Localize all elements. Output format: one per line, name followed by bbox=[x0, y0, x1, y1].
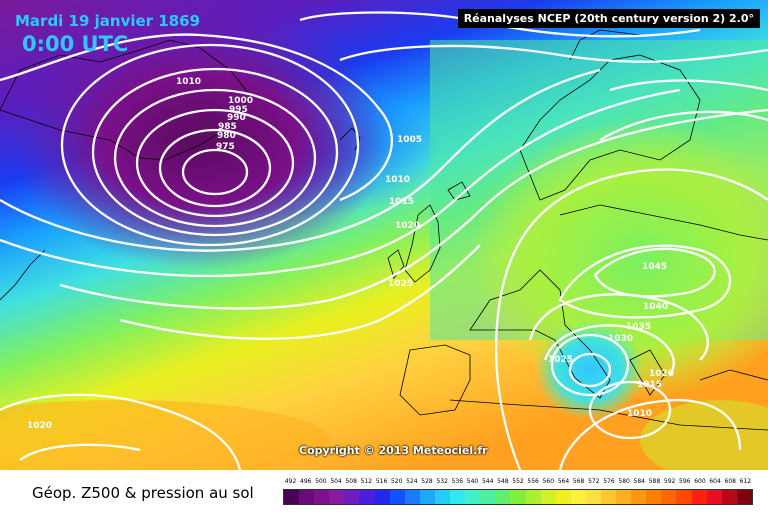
legend-swatch bbox=[299, 490, 315, 504]
legend-value-label: 600 bbox=[694, 478, 706, 485]
isobar-label: 1045 bbox=[642, 262, 667, 272]
legend-bar bbox=[283, 489, 753, 505]
legend-swatch bbox=[284, 490, 300, 504]
isobar-label: 1015 bbox=[389, 197, 414, 207]
isobar-labels: 1010 1000 995 990 985 980 975 1005 1010 … bbox=[27, 77, 674, 431]
east-ridge-area bbox=[470, 120, 768, 400]
legend-swatch bbox=[540, 490, 556, 504]
isobar-label: 1015 bbox=[637, 380, 662, 390]
isobar-label: 1010 bbox=[627, 409, 652, 419]
legend-swatch bbox=[691, 490, 707, 504]
legend-swatch bbox=[676, 490, 692, 504]
isobar-label: 1010 bbox=[385, 175, 410, 185]
copyright-notice: Copyright © 2013 Meteociel.fr bbox=[299, 444, 488, 457]
legend-value-label: 556 bbox=[527, 478, 539, 485]
legend-value-label: 584 bbox=[633, 478, 645, 485]
legend-swatch bbox=[404, 490, 420, 504]
legend-swatch bbox=[600, 490, 617, 504]
legend-swatch bbox=[570, 490, 586, 504]
isobar-label: 1035 bbox=[626, 322, 651, 332]
map-legend-title: Géop. Z500 & pression au sol bbox=[32, 484, 254, 502]
legend-swatch bbox=[389, 490, 405, 504]
legend-value-label: 532 bbox=[436, 478, 448, 485]
legend-value-label: 524 bbox=[406, 478, 418, 485]
legend-swatch bbox=[480, 490, 496, 504]
legend-value-label: 500 bbox=[315, 478, 327, 485]
isobar-label: 985 bbox=[218, 122, 237, 132]
legend-value-label: 520 bbox=[390, 478, 403, 485]
legend-labels: 492 496 500 504 508 512 516 520 524 528 532 536 540 5… bbox=[283, 478, 753, 488]
legend-swatch bbox=[721, 490, 737, 504]
legend-swatch bbox=[616, 490, 632, 504]
legend-value-label: 592 bbox=[663, 478, 676, 485]
isobars bbox=[0, 11, 768, 470]
legend-swatch bbox=[736, 490, 752, 504]
legend-value-label: 548 bbox=[497, 478, 509, 485]
legend-swatch bbox=[419, 490, 435, 504]
legend-value-label: 576 bbox=[603, 478, 615, 485]
weather-map: 1010 1000 995 990 985 980 975 1005 1010 … bbox=[0, 0, 768, 470]
legend-swatch bbox=[434, 490, 451, 504]
source-label: Réanalyses NCEP (20th century version 2)… bbox=[457, 9, 760, 28]
isobar-label: 1010 bbox=[176, 77, 201, 87]
legend-value-label: 508 bbox=[345, 478, 357, 485]
legend-value-label: 528 bbox=[421, 478, 433, 485]
isobar-label: 980 bbox=[217, 131, 236, 141]
legend-swatch bbox=[359, 490, 375, 504]
legend-swatch bbox=[706, 490, 722, 504]
legend-swatch bbox=[510, 490, 526, 504]
legend-value-label: 516 bbox=[375, 478, 388, 485]
legend-value-label: 512 bbox=[360, 478, 373, 485]
legend-value-label: 588 bbox=[648, 478, 661, 485]
isobar-label: 1020 bbox=[395, 221, 420, 231]
isobar-label: 1005 bbox=[397, 135, 422, 145]
legend-value-label: 496 bbox=[300, 478, 312, 485]
date-title: Mardi 19 janvier 1869 bbox=[15, 12, 201, 30]
legend-value-label: 568 bbox=[572, 478, 585, 485]
legend-swatch bbox=[374, 490, 390, 504]
isobar-label: 995 bbox=[229, 105, 248, 115]
legend-value-label: 552 bbox=[512, 478, 524, 485]
legend-value-label: 604 bbox=[709, 478, 721, 485]
legend-swatch bbox=[661, 490, 677, 504]
color-scale-legend: 492 496 500 504 508 512 516 520 524 528 532 536 540 5… bbox=[283, 478, 753, 508]
isobar-label: 1000 bbox=[228, 96, 253, 106]
isobar-label: 1020 bbox=[649, 369, 674, 379]
legend-swatch bbox=[465, 490, 481, 504]
isobar-label: 1020 bbox=[27, 421, 52, 431]
legend-swatch bbox=[555, 490, 571, 504]
legend-value-label: 536 bbox=[451, 478, 464, 485]
legend-value-label: 580 bbox=[618, 478, 630, 485]
coastlines bbox=[0, 29, 768, 431]
legend-swatch bbox=[631, 490, 647, 504]
isobar-label: 1040 bbox=[643, 302, 668, 312]
legend-value-label: 504 bbox=[330, 478, 342, 485]
isobar-label: 990 bbox=[227, 113, 246, 123]
legend-swatch bbox=[314, 490, 330, 504]
legend-value-label: 572 bbox=[588, 478, 600, 485]
legend-swatch bbox=[525, 490, 541, 504]
legend-value-label: 492 bbox=[284, 478, 297, 485]
legend-value-label: 596 bbox=[679, 478, 691, 485]
legend-value-label: 608 bbox=[724, 478, 736, 485]
legend-swatch bbox=[495, 490, 511, 504]
legend-swatch bbox=[450, 490, 466, 504]
isobar-label: 975 bbox=[216, 142, 235, 152]
time-title: 0:00 UTC bbox=[22, 32, 129, 56]
legend-value-label: 564 bbox=[557, 478, 570, 485]
isobar-label: 1025 bbox=[388, 279, 413, 289]
legend-value-label: 544 bbox=[481, 478, 494, 485]
legend-value-label: 612 bbox=[739, 478, 752, 485]
isobar-label: 1030 bbox=[608, 334, 633, 344]
legend-swatch bbox=[329, 490, 345, 504]
legend-value-label: 560 bbox=[542, 478, 555, 485]
legend-swatch bbox=[646, 490, 662, 504]
legend-swatch bbox=[344, 490, 360, 504]
legend-value-label: 540 bbox=[466, 478, 479, 485]
legend-swatch bbox=[585, 490, 601, 504]
isobar-label: 1025 bbox=[548, 355, 573, 365]
